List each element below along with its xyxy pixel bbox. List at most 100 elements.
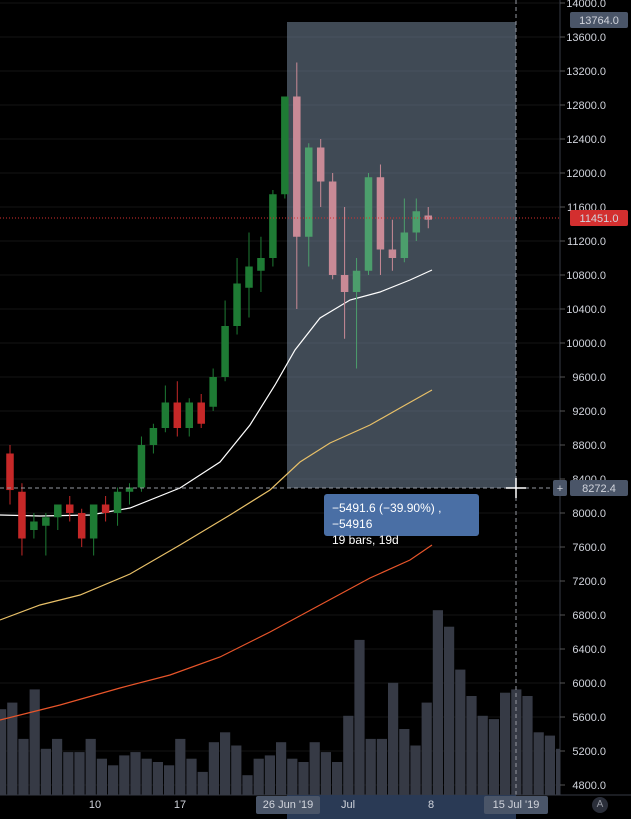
y-tick-label: 13600.0 xyxy=(566,32,606,44)
candle-body xyxy=(125,487,134,492)
volume-bar xyxy=(264,755,275,795)
current-price-text: 11451.0 xyxy=(580,213,619,225)
candle-body xyxy=(30,521,38,530)
x-tick-label: 8 xyxy=(428,799,434,811)
volume-bar xyxy=(477,715,488,795)
crosshair-cursor-icon xyxy=(506,478,526,498)
volume-bar xyxy=(320,752,331,795)
volume-bar xyxy=(455,669,466,795)
volume-bar xyxy=(175,738,186,795)
ma-slow-line xyxy=(0,544,433,721)
volume-bar xyxy=(130,752,141,795)
volume-bar xyxy=(432,610,443,795)
volume-bar xyxy=(197,771,208,795)
y-tick-label: 9200.0 xyxy=(572,406,606,418)
volume-bar xyxy=(354,639,365,795)
volume-bar xyxy=(74,752,85,795)
volume-bar xyxy=(399,729,410,795)
y-tick-label: 12400.0 xyxy=(566,134,606,146)
volume-bar xyxy=(544,735,555,795)
y-tick-label: 9600.0 xyxy=(572,372,606,384)
candle-body xyxy=(424,215,432,220)
y-tick-label: 6000.0 xyxy=(572,678,606,690)
candle-body xyxy=(233,283,241,326)
volume-bar xyxy=(444,626,455,795)
candle-body xyxy=(42,517,50,526)
auto-scale-button[interactable]: A xyxy=(592,797,608,813)
volume-bar xyxy=(186,758,197,795)
candle-body xyxy=(197,402,205,424)
y-tick-label: 12000.0 xyxy=(566,168,606,180)
candle-body xyxy=(352,270,361,292)
candle-body xyxy=(388,249,397,258)
candle-body xyxy=(137,445,146,488)
volume-bar xyxy=(500,692,511,795)
crosshair-price-text: 8272.4 xyxy=(582,483,616,495)
volume-bar xyxy=(343,715,354,795)
candle-body xyxy=(376,177,385,250)
volume-bar xyxy=(388,682,399,795)
volume-bar xyxy=(220,732,231,795)
volume-bar xyxy=(152,762,163,795)
current-price-label: 11451.0 xyxy=(570,210,628,226)
crosshair-price-label: + 8272.4 xyxy=(553,480,628,496)
volume-bar xyxy=(332,762,343,795)
range-top-price-text: 13764.0 xyxy=(579,15,619,27)
candle-body xyxy=(364,177,373,271)
volume-bar xyxy=(242,775,253,795)
candle-body xyxy=(77,513,86,539)
candle-body xyxy=(340,275,349,292)
volume-bars xyxy=(0,610,589,795)
volume-bar xyxy=(298,762,309,795)
price-axis[interactable] xyxy=(560,0,631,795)
candle-body xyxy=(209,377,217,407)
volume-bar xyxy=(421,702,432,795)
volume-bar xyxy=(488,719,499,795)
x-tick-label: Jul xyxy=(341,799,355,811)
volume-bar xyxy=(7,702,18,795)
volume-bar xyxy=(376,738,387,795)
y-tick-label: 10400.0 xyxy=(566,304,606,316)
volume-bar xyxy=(466,696,477,795)
volume-bar xyxy=(309,742,320,795)
x-tick-label-box xyxy=(484,796,548,814)
volume-bar xyxy=(108,765,119,795)
volume-bar xyxy=(287,758,298,795)
volume-bar xyxy=(0,709,7,795)
time-axis-ticks: 10 17 26 Jun '19 Jul 8 15 Jul '19 xyxy=(89,796,548,814)
y-tick-label: 6800.0 xyxy=(572,610,606,622)
candle-body xyxy=(412,211,421,233)
x-tick-label: 26 Jun '19 xyxy=(263,799,313,811)
volume-bar xyxy=(365,738,376,795)
y-tick-label: 11200.0 xyxy=(567,236,606,248)
volume-bar xyxy=(18,738,29,795)
candle-body xyxy=(149,428,158,445)
x-tick-label-box xyxy=(256,796,320,814)
y-tick-label: 4800.0 xyxy=(572,780,606,792)
range-top-price-label: 13764.0 xyxy=(570,12,628,28)
ma-mid-line xyxy=(0,389,433,621)
y-tick-label: 5600.0 xyxy=(572,712,606,724)
volume-bar xyxy=(52,738,63,795)
candle-body xyxy=(269,194,277,258)
measure-change-text: −5491.6 (−39.90%) , −54916 xyxy=(332,501,442,531)
candle-body xyxy=(400,232,409,258)
volume-bar xyxy=(40,748,51,795)
y-tick-label: 10800.0 xyxy=(566,270,606,282)
candle-body xyxy=(101,504,110,513)
candle-body xyxy=(185,402,193,428)
time-axis-range-highlight xyxy=(287,795,516,819)
y-tick-label: 13200.0 xyxy=(566,66,606,78)
volume-bar xyxy=(253,758,264,795)
volume-bar xyxy=(119,755,130,795)
measure-tooltip: −5491.6 (−39.90%) , −54916 19 bars, 19d xyxy=(324,494,479,547)
y-tick-label: 7600.0 xyxy=(572,542,606,554)
candle-body xyxy=(328,181,337,275)
x-tick-label: 15 Jul '19 xyxy=(493,799,540,811)
volume-bar xyxy=(63,752,74,795)
y-tick-label: 7200.0 xyxy=(572,576,606,588)
candle-body xyxy=(257,258,265,271)
volume-bar xyxy=(533,732,544,795)
x-tick-label: 17 xyxy=(174,799,186,811)
